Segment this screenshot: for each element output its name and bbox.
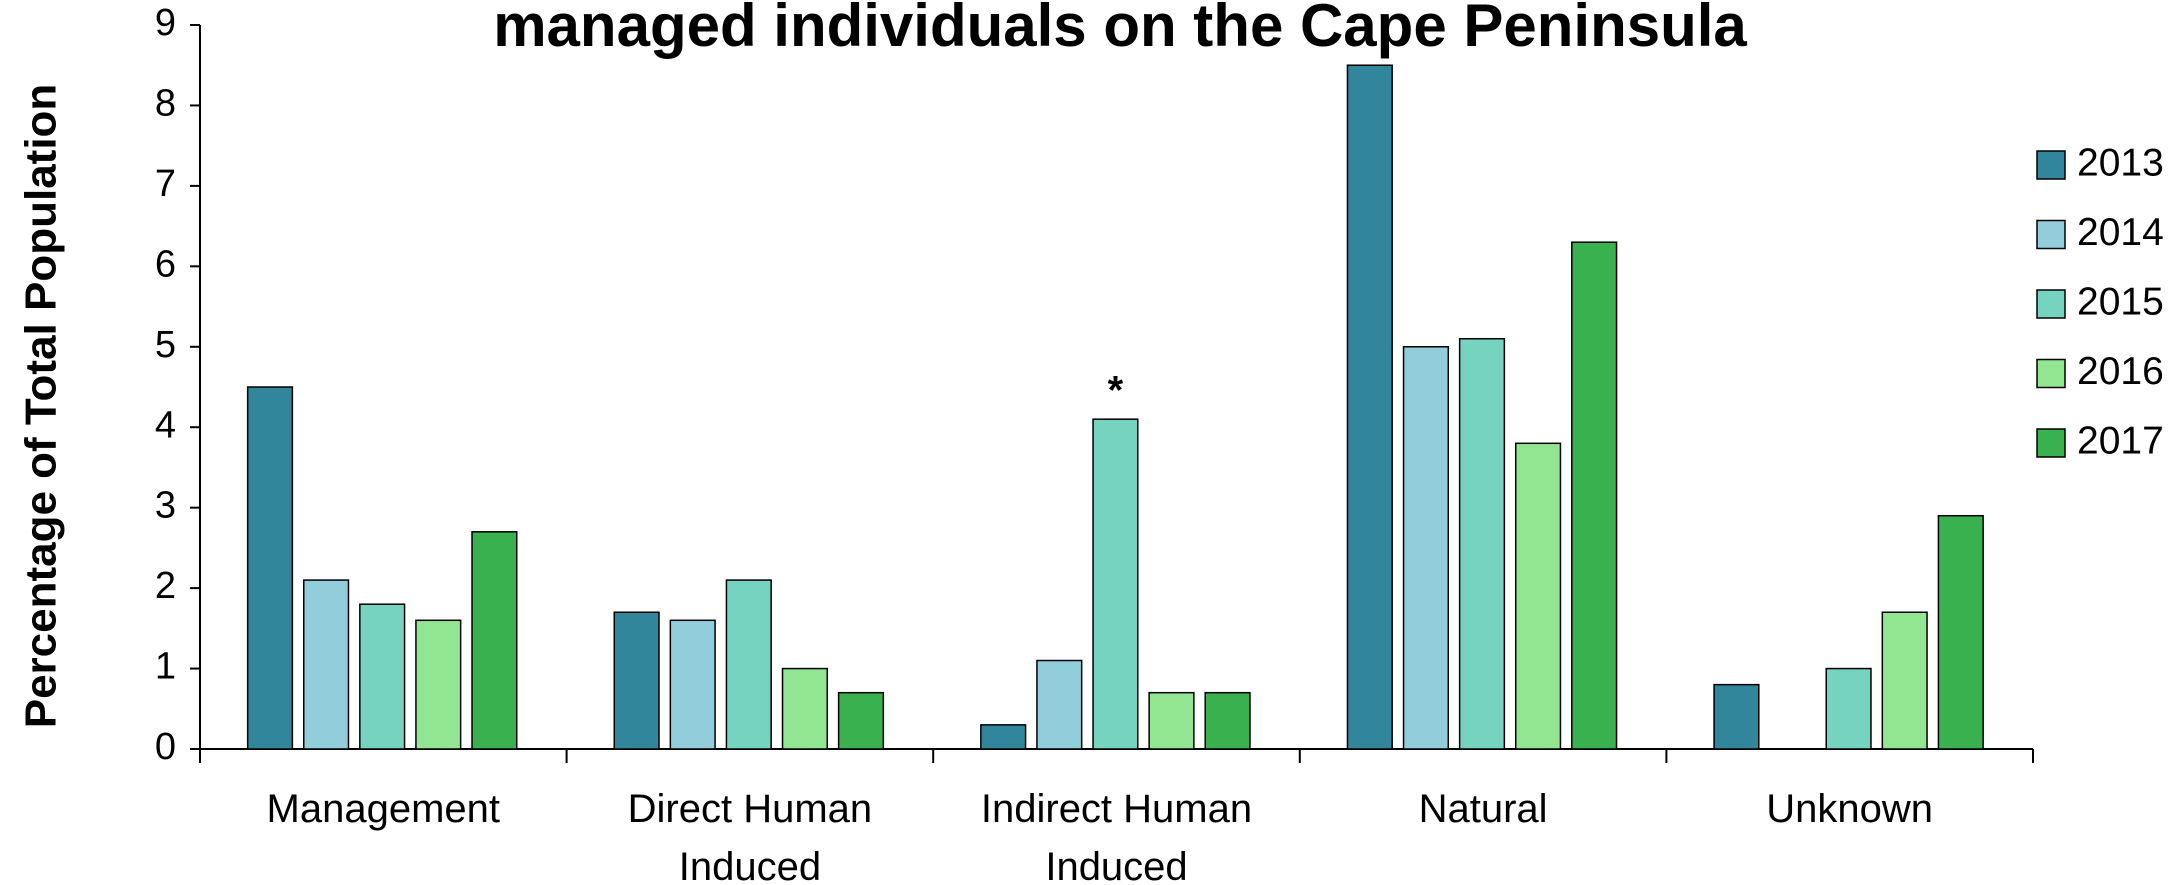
chart-title: managed individuals on the Cape Peninsul… [493, 0, 1747, 59]
y-axis-label: Percentage of Total Population [17, 84, 66, 729]
y-tick-label: 3 [155, 485, 176, 527]
x-tick-label: Direct Human Induced [627, 787, 873, 885]
bar [1092, 418, 1139, 750]
y-tick-label: 6 [155, 243, 176, 285]
bar [613, 611, 660, 750]
bar [837, 691, 885, 750]
bar [1937, 514, 1984, 750]
legend-label: 2016 [2077, 350, 2164, 393]
annotation: * [1108, 369, 1124, 413]
x-tick-label: Management [266, 787, 501, 831]
bar [415, 619, 462, 750]
bar [1036, 659, 1083, 750]
y-tick-label: 9 [155, 2, 176, 44]
legend-label: 2015 [2077, 280, 2164, 323]
bar [1346, 64, 1393, 750]
legend-swatch [2036, 428, 2066, 458]
bar [669, 619, 716, 750]
legend-swatch [2036, 289, 2066, 319]
y-tick-label: 4 [155, 404, 176, 446]
legend-swatch [2036, 358, 2066, 389]
x-tick-label: Unknown [1766, 787, 1934, 831]
y-tick-label: 8 [155, 82, 176, 124]
bar [1148, 691, 1195, 750]
bar [302, 579, 350, 750]
x-tick-label: Natural [1418, 787, 1548, 831]
y-tick-label: 0 [155, 726, 176, 768]
x-tick-label: Indirect Human Induced [980, 787, 1253, 885]
bar [359, 603, 406, 750]
bar [1571, 241, 1618, 750]
legend-swatch [2036, 219, 2066, 250]
bar [1713, 683, 1760, 750]
bar [1881, 611, 1928, 750]
bar [1204, 691, 1251, 750]
bar [1825, 667, 1872, 750]
bar [781, 667, 829, 750]
bar [980, 724, 1027, 750]
bar [1402, 346, 1450, 750]
bar [1514, 442, 1562, 750]
legend-label: 2014 [2077, 211, 2164, 254]
bar [1458, 337, 1506, 750]
bar [246, 386, 294, 750]
y-tick-label: 1 [155, 646, 176, 688]
y-tick-label: 5 [155, 324, 176, 366]
y-tick-label: 7 [155, 163, 176, 205]
legend-swatch [2036, 150, 2066, 180]
legend-label: 2017 [2077, 419, 2164, 462]
legend-label: 2013 [2077, 141, 2164, 184]
bar [725, 579, 772, 750]
y-tick-label: 2 [155, 565, 176, 607]
bar [471, 531, 518, 750]
